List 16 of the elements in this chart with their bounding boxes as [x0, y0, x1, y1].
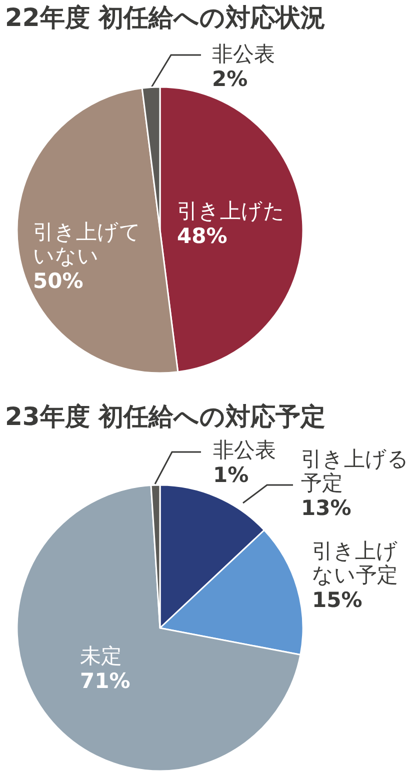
data-label: 13% [301, 496, 352, 520]
chart-title: 23年度 初任給への対応予定 [5, 402, 326, 431]
data-label: 48% [177, 224, 228, 248]
slice-label: 未定 [80, 644, 122, 668]
slice-label: 非公表 [212, 42, 275, 66]
data-label: 1% [213, 463, 249, 487]
data-label: 15% [312, 588, 362, 612]
data-label: 71% [80, 669, 130, 693]
data-label: 50% [33, 269, 84, 293]
chart-title: 22年度 初任給への対応状況 [5, 3, 326, 32]
slice-label: 引き上げる予定 [301, 447, 409, 495]
slice-label: 引き上げていない [33, 220, 141, 268]
slice-label: 引き上げた [177, 199, 285, 223]
slice-label: 非公表 [213, 438, 276, 462]
slice-label: 引き上げない予定 [312, 539, 398, 587]
data-label: 2% [212, 67, 248, 91]
